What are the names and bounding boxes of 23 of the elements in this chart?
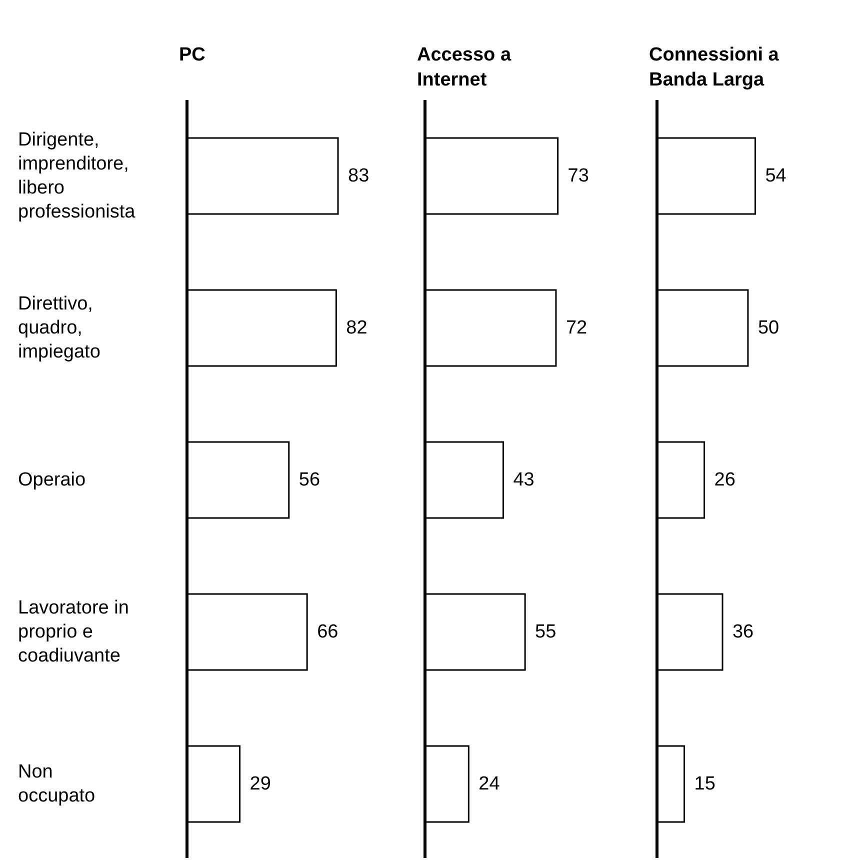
data-label: 73 [568, 166, 589, 186]
y-tick-label: Operaio [18, 470, 86, 490]
data-label: 56 [298, 470, 320, 490]
chart-title: Accesso a Internet [417, 44, 512, 90]
data-label: 66 [317, 622, 338, 642]
data-label: 72 [566, 318, 588, 338]
data-label: 50 [758, 318, 780, 338]
chart-title: Connessioni a Banda Larga [649, 44, 780, 90]
y-tick-label: Dirigente, imprenditore, libero professionista [18, 130, 136, 222]
data-label: 55 [535, 622, 556, 642]
data-label: 82 [346, 318, 368, 338]
y-tick-label: Non occupato [18, 762, 96, 806]
data-label: 24 [478, 774, 500, 794]
data-label: 54 [765, 166, 787, 186]
data-label: 83 [348, 166, 370, 186]
y-tick-label: Direttivo, quadro, impiegato [18, 294, 100, 362]
chart-title: PC [179, 44, 206, 66]
data-label: 26 [714, 470, 736, 490]
data-label: 43 [513, 470, 534, 490]
data-label: 29 [250, 774, 271, 794]
data-label: 15 [694, 774, 716, 794]
y-tick-label: Lavoratore in proprio e coadiuvante [18, 598, 129, 666]
data-label: 36 [732, 622, 754, 642]
